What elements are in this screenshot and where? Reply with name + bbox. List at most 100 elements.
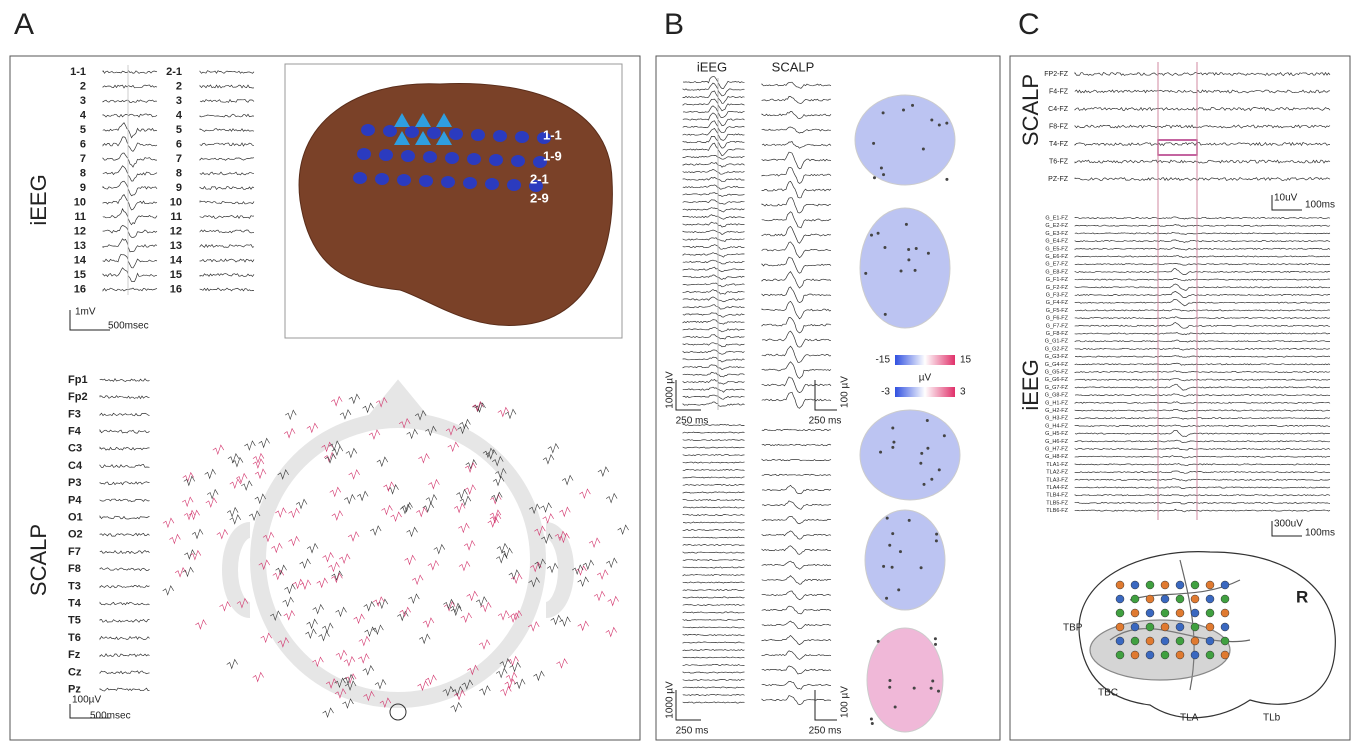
waveform [1075, 160, 1330, 163]
waveform [1075, 317, 1330, 319]
label: 100ms [1305, 200, 1335, 211]
waveform [683, 267, 745, 272]
waveform [683, 380, 745, 385]
waveform [1075, 456, 1330, 458]
head-outline [230, 392, 566, 700]
label: 100ms [1305, 528, 1335, 539]
label: 6 [176, 138, 182, 150]
label: G_F6-FZ [1046, 316, 1069, 322]
waveform [1075, 509, 1330, 512]
waveform [762, 621, 831, 629]
sensor [870, 234, 873, 237]
waveform [683, 432, 745, 433]
label: 11 [74, 211, 86, 223]
sensor-trace [594, 591, 605, 600]
waveform [1075, 479, 1330, 481]
electrode [1131, 651, 1139, 659]
sensor-trace [340, 410, 351, 419]
waveform [762, 346, 831, 362]
sensor-trace [377, 457, 388, 466]
waveform [683, 99, 745, 111]
electrode [1146, 609, 1154, 617]
label: G_F2-FZ [1046, 285, 1069, 291]
label: 250 ms [809, 416, 842, 427]
sensor-trace [217, 530, 228, 539]
sensor-trace [285, 410, 296, 419]
label: SCALP [772, 59, 815, 74]
electrode [1206, 623, 1214, 631]
waveform [1075, 309, 1330, 311]
waveform [762, 317, 831, 333]
label: Cz [68, 666, 82, 678]
label: F7 [68, 546, 81, 558]
sensor-trace [331, 573, 342, 582]
waveform [683, 657, 745, 658]
electrode [471, 129, 485, 141]
waveform [683, 492, 745, 493]
electrode [445, 152, 459, 164]
waveform [762, 142, 831, 149]
waveform [762, 257, 831, 273]
waveform [683, 589, 745, 590]
sensor-trace [458, 523, 469, 532]
electrode [1221, 637, 1229, 645]
waveform [1075, 471, 1330, 473]
electrode [1176, 581, 1184, 589]
waveform [683, 484, 745, 485]
waveform [762, 501, 831, 510]
sensor-trace [336, 650, 347, 659]
label: G_F8-FZ [1046, 331, 1069, 337]
label: G_G4-FZ [1045, 362, 1069, 368]
waveform [683, 275, 745, 280]
label: µV [919, 373, 932, 384]
waveform [683, 387, 745, 392]
label: 15 [170, 269, 182, 281]
electrode [1116, 651, 1124, 659]
waveform [1075, 363, 1330, 365]
label: TLA2-FZ [1046, 470, 1068, 476]
waveform [683, 455, 745, 456]
waveform [1075, 502, 1330, 504]
label: G_H4-FZ [1045, 423, 1069, 429]
label: -3 [881, 387, 890, 398]
electrode [1176, 623, 1184, 631]
waveform [683, 529, 745, 530]
electrode [1221, 595, 1229, 603]
ieeg-title: iEEG [26, 174, 51, 225]
sensor-trace [288, 536, 299, 545]
sensor-trace [419, 634, 430, 643]
electrode [1146, 595, 1154, 603]
sensor-trace [543, 514, 554, 523]
sensor-trace [322, 623, 333, 632]
sensor-trace [325, 454, 336, 463]
waveform [683, 372, 745, 377]
waveform [683, 687, 745, 688]
waveform [200, 245, 254, 248]
waveform [1075, 340, 1330, 342]
sensor-trace [346, 448, 357, 457]
label: G_G1-FZ [1045, 339, 1069, 345]
sensor-trace [344, 657, 355, 666]
electrode [361, 124, 375, 136]
waveform [100, 499, 150, 502]
label: G_F5-FZ [1046, 308, 1069, 314]
waveform [200, 201, 254, 204]
waveform [683, 522, 745, 523]
label: 4 [80, 109, 87, 121]
colorbar [895, 355, 955, 365]
sensor [905, 223, 908, 226]
sensor-trace [328, 562, 339, 571]
waveform [762, 212, 831, 228]
electrode [397, 174, 411, 186]
label: G_E6-FZ [1045, 254, 1068, 260]
sensor-trace [253, 672, 264, 681]
sensor-trace [205, 469, 216, 478]
label: 16 [74, 283, 86, 295]
sensor-trace [375, 680, 386, 689]
label: G_E7-FZ [1045, 262, 1068, 268]
sensor-trace [317, 578, 328, 587]
waveform [1075, 291, 1330, 297]
sensor-trace [547, 563, 558, 572]
electrode [467, 153, 481, 165]
sensor-trace [579, 489, 590, 498]
